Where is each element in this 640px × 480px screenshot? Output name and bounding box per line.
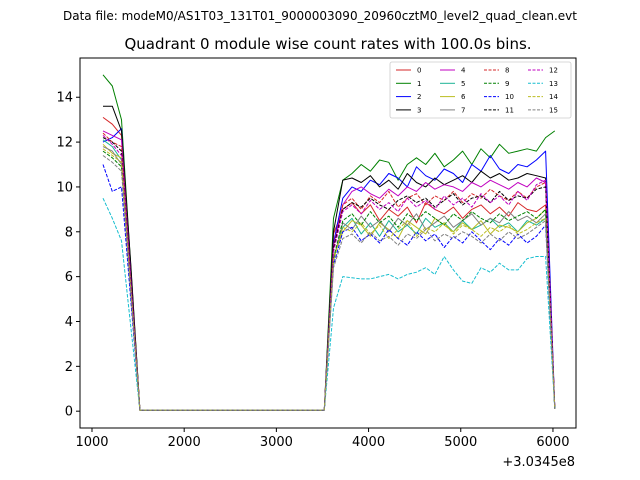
- legend-label-5: 5: [461, 80, 465, 88]
- legend-box: [389, 61, 572, 119]
- axes-frame: [79, 57, 577, 429]
- legend-label-1: 1: [417, 80, 421, 88]
- legend-label-13: 13: [549, 80, 558, 88]
- series-layer: [102, 74, 556, 411]
- x-tick-label: 6000: [536, 435, 569, 450]
- y-tick-label: 8: [65, 225, 73, 240]
- x-axis: 1000 2000 3000 4000 5000 6000: [75, 428, 569, 450]
- x-tick-label: 1000: [75, 435, 108, 450]
- y-tick-label: 2: [65, 360, 73, 375]
- legend-label-11: 11: [505, 106, 514, 114]
- legend-label-9: 9: [505, 80, 509, 88]
- chart-title: Quadrant 0 module wise count rates with …: [124, 35, 531, 53]
- legend-label-3: 3: [417, 106, 421, 114]
- legend-label-14: 14: [549, 93, 558, 101]
- y-tick-label: 12: [56, 136, 73, 151]
- legend-label-7: 7: [461, 106, 465, 114]
- y-tick-label: 6: [65, 270, 73, 285]
- legend-label-2: 2: [417, 93, 421, 101]
- y-axis: 0 2 4 6 8 10 12 14: [56, 91, 80, 420]
- legend-label-15: 15: [549, 106, 558, 114]
- legend-label-0: 0: [417, 67, 421, 75]
- x-tick-label: 4000: [352, 435, 385, 450]
- series-line-15: [102, 155, 556, 411]
- x-tick-label: 5000: [444, 435, 477, 450]
- legend-label-12: 12: [549, 67, 558, 75]
- y-tick-label: 4: [65, 315, 73, 330]
- x-axis-offset-label: +3.0345e8: [502, 455, 575, 470]
- legend-label-4: 4: [461, 67, 466, 75]
- legend-label-6: 6: [461, 93, 466, 101]
- y-tick-label: 10: [56, 180, 73, 195]
- legend-label-8: 8: [505, 67, 509, 75]
- y-tick-label: 0: [65, 405, 73, 420]
- legend-label-10: 10: [505, 93, 514, 101]
- y-tick-label: 14: [56, 91, 73, 106]
- x-tick-label: 3000: [260, 435, 293, 450]
- x-tick-label: 2000: [168, 435, 201, 450]
- figure-suptitle: Data file: modeM0/AS1T03_131T01_90000030…: [63, 9, 577, 23]
